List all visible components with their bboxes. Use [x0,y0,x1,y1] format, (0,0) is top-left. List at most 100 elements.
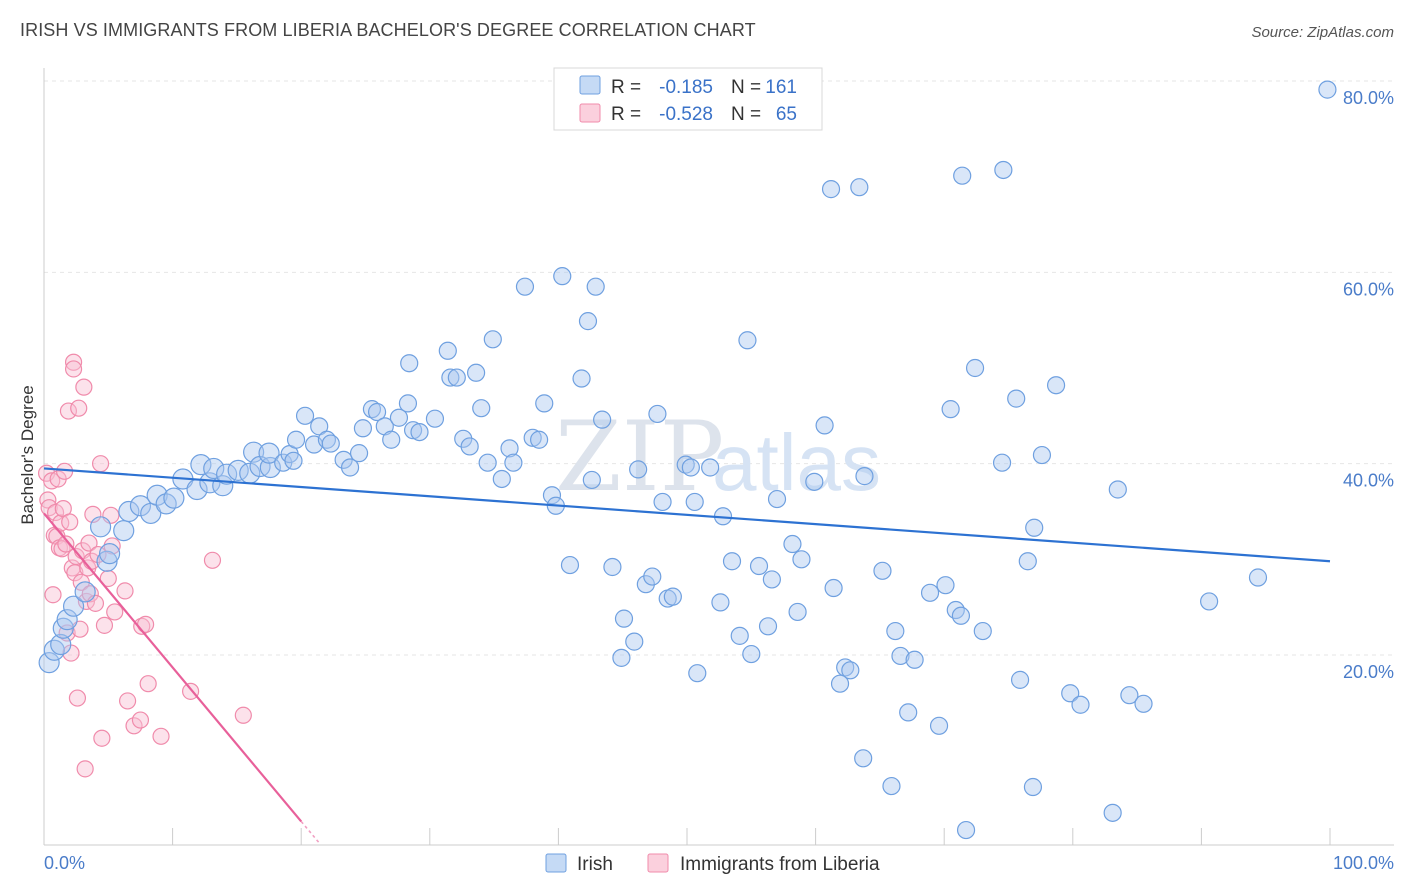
irish-point [56,609,78,631]
irish-point [492,469,511,489]
irish-point [749,556,769,576]
liberia-point [76,760,94,778]
liberia-point [106,603,124,621]
irish-point [1134,694,1153,713]
irish-point [400,354,419,373]
irish-point [805,472,824,491]
irish-point [920,583,940,602]
irish-point [582,470,601,490]
axes [43,68,1394,846]
liberia-points [37,353,252,778]
irish-point [216,463,238,485]
irish-point [190,454,212,476]
irish-point [1200,592,1219,611]
irish-point [1007,389,1026,408]
irish-point [447,368,466,387]
irish-point [742,644,761,664]
irish-point [792,550,811,569]
irish-point [612,648,631,667]
irish-point [523,428,542,447]
liberia-point [118,692,137,710]
liberia-point [84,505,102,523]
irish-r-label: R = [611,77,641,98]
irish-point [1023,777,1043,797]
liberia-point [80,534,98,552]
liberia-point [234,706,252,724]
liberia-n-value: 65 [776,104,797,125]
legend-liberia-swatch [647,853,669,873]
liberia-point [75,378,93,396]
irish-point [899,703,918,722]
irish-point [965,358,985,378]
irish-point [398,394,418,413]
irish-point [836,658,855,677]
irish-point [815,416,834,435]
irish-point [973,621,992,641]
irish-point [478,453,497,472]
irish-point [163,487,185,509]
irish-point [830,674,850,693]
irish-point [146,484,168,506]
liberia-n-label: N = [731,104,761,125]
irish-point [1010,670,1030,689]
y-tick-label-80: 80.0% [1343,88,1394,108]
irish-point [941,400,960,419]
irish-point [89,516,112,538]
irish-point [535,394,554,413]
irish-point [62,595,85,617]
liberia-point [103,537,121,555]
liberia-point [139,675,157,693]
irish-point [855,467,874,486]
irish-point [593,410,612,429]
irish-point [629,460,648,479]
irish-point [994,160,1013,180]
irish-point [438,341,457,360]
irish-point [441,368,460,387]
irish-point [553,267,572,286]
irish-point [891,646,910,666]
irish-point [38,652,60,674]
liberia-point [59,402,78,420]
irish-point [738,331,757,350]
irish-point [788,602,807,622]
irish-point [762,570,781,589]
irish-point [367,402,387,422]
liberia-point [44,586,62,604]
y-axis-title: Bachelor's Degree [18,385,37,524]
irish-point [382,430,401,449]
irish-point [118,500,140,523]
irish-point [951,606,971,625]
irish-point [572,369,591,388]
irish-point [1032,445,1052,465]
liberia-point [64,353,83,371]
irish-point [1061,684,1080,703]
liberia-trend-line [43,512,303,823]
irish-point [43,639,65,661]
irish-point [648,404,667,424]
irish-point [758,617,778,636]
irish-point [722,552,742,571]
irish-point [258,442,280,464]
irish-point [653,492,672,512]
irish-point [685,492,704,512]
liberia-point [57,535,75,553]
irish-point [1071,695,1090,714]
stats-legend: R = -0.185 N = 161 R = -0.528 N = 65 [553,67,823,131]
irish-point [460,437,479,456]
irish-point [643,567,662,586]
irish-point [614,609,634,628]
irish-swatch [579,75,601,95]
irish-point [1248,568,1268,587]
y-tick-labels: 20.0% 40.0% 60.0% 80.0% [1343,88,1394,682]
y-tick-label-60: 60.0% [1343,279,1394,299]
liberia-trend-extension [300,820,322,845]
liberia-point [68,689,87,707]
irish-point [530,430,549,449]
source-label: Source: ZipAtlas.com [1251,24,1394,41]
liberia-point [93,729,111,747]
watermark-atlas: atlas [712,418,881,507]
irish-point [1018,552,1037,571]
liberia-point [67,547,85,566]
irish-point [730,626,749,645]
